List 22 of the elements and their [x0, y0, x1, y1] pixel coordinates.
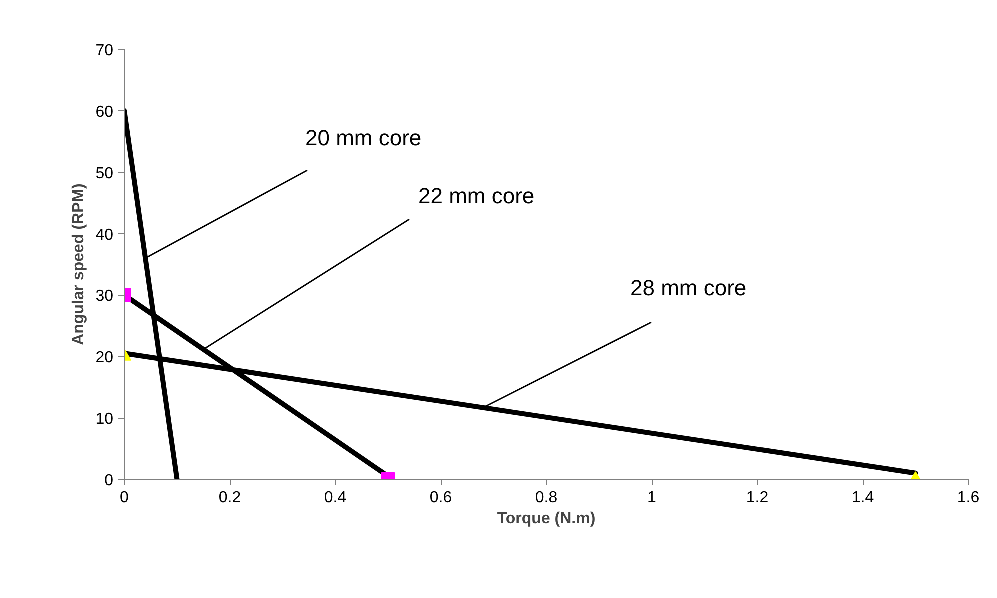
y-tick-label: 20: [96, 350, 114, 367]
y-tick-label: 70: [96, 42, 114, 60]
x-tick-label: 0.2: [218, 490, 242, 506]
x-tick-label: 1.6: [957, 490, 980, 506]
y-tick-label: 60: [96, 104, 114, 121]
x-tick-label: 1.2: [746, 490, 769, 506]
x-tick-label: 1: [648, 490, 657, 506]
y-tick-label: 0: [104, 472, 114, 490]
y-axis-title: Angular speed (RPM): [70, 184, 88, 346]
y-tick-label: 30: [96, 288, 114, 306]
x-axis-title: Torque (N.m): [497, 510, 596, 528]
x-tick-label: 1.4: [852, 490, 874, 506]
annotation: 22 mm core: [418, 184, 535, 208]
y-tick-label: 40: [96, 226, 114, 244]
y-tick-label: 10: [96, 411, 114, 428]
y-tick-label: 50: [96, 165, 114, 182]
x-tick-label: 0.8: [535, 490, 558, 506]
annotation: 20 mm core: [306, 126, 422, 150]
annotation: 28 mm core: [630, 276, 747, 300]
x-tick-label: 0.6: [430, 490, 452, 506]
x-tick-label: 0: [120, 490, 130, 506]
x-tick-label: 0.4: [324, 490, 347, 506]
